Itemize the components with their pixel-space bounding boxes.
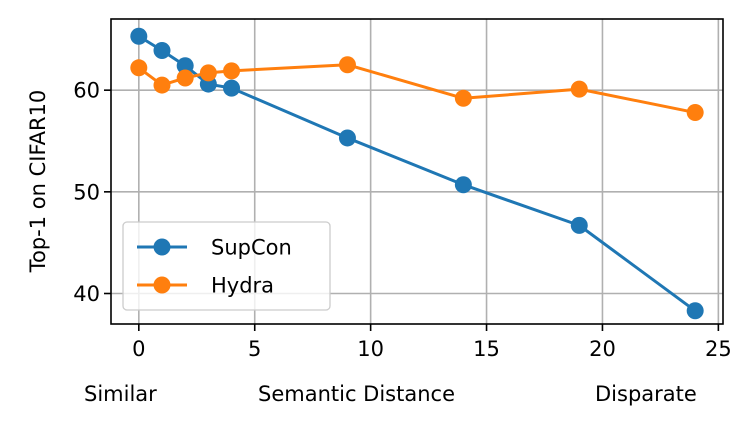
y-axis-label: Top-1 on CIFAR10 <box>26 90 50 274</box>
data-point-hydra <box>686 104 704 122</box>
x-tick-label: 15 <box>473 337 500 361</box>
legend: SupCon Hydra <box>122 221 331 311</box>
data-point-hydra <box>130 59 148 77</box>
plot-frame <box>110 18 724 325</box>
data-point-supcon <box>338 129 356 147</box>
data-point-supcon <box>223 79 241 97</box>
data-point-hydra <box>176 69 194 87</box>
y-tick-label: 40 <box>73 282 100 306</box>
legend-label-supcon: SupCon <box>211 236 292 260</box>
x-tick-label: 10 <box>357 337 384 361</box>
x-axis-label: Semantic Distance <box>258 382 455 406</box>
data-point-supcon <box>570 216 588 234</box>
data-point-hydra <box>153 76 171 94</box>
data-point-supcon <box>454 176 472 194</box>
series-supcon <box>130 27 704 320</box>
data-point-hydra <box>199 64 217 82</box>
x-axis-label-left: Similar <box>84 382 157 406</box>
x-tick-label: 5 <box>248 337 261 361</box>
series-layer <box>130 27 704 320</box>
data-point-hydra <box>338 56 356 74</box>
legend-marker-supcon <box>153 238 171 256</box>
data-point-supcon <box>153 42 171 60</box>
data-point-hydra <box>223 62 241 80</box>
data-point-hydra <box>454 89 472 107</box>
x-axis-label-right: Disparate <box>595 382 697 406</box>
legend-frame <box>122 221 331 311</box>
y-tick-label: 50 <box>73 180 100 204</box>
y-tick-label: 60 <box>73 79 100 103</box>
data-point-supcon <box>686 302 704 320</box>
legend-marker-hydra <box>153 276 171 294</box>
x-tick-label: 20 <box>589 337 616 361</box>
axis-ticks: 0 5 10 15 20 25 40 50 60 <box>73 79 731 361</box>
x-tick-label: 25 <box>705 337 732 361</box>
series-line-hydra <box>137 63 696 115</box>
series-hydra <box>130 56 704 122</box>
x-tick-label: 0 <box>132 337 145 361</box>
data-point-supcon <box>130 27 148 45</box>
data-point-hydra <box>570 80 588 98</box>
data-point-supcon <box>176 57 194 75</box>
legend-label-hydra: Hydra <box>211 274 274 298</box>
